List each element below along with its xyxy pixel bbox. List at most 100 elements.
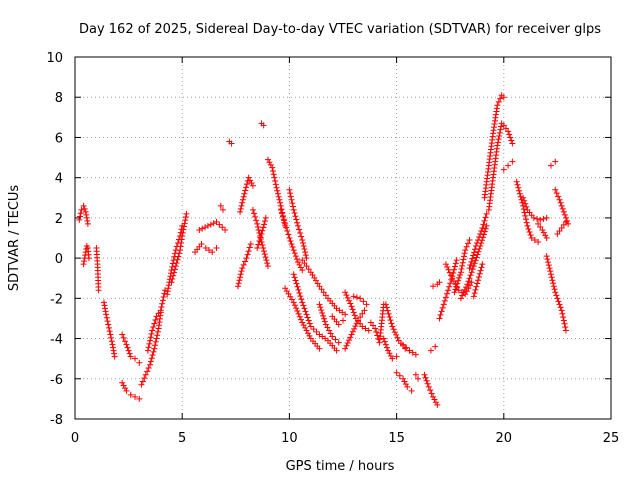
x-tick-label: 0 bbox=[71, 431, 79, 446]
data-point bbox=[147, 337, 154, 344]
data-point bbox=[438, 308, 445, 315]
data-point bbox=[443, 290, 450, 297]
data-point bbox=[274, 190, 281, 197]
data-point bbox=[542, 232, 549, 239]
data-point bbox=[285, 231, 292, 238]
data-point bbox=[264, 260, 271, 267]
data-point bbox=[151, 320, 158, 327]
data-point bbox=[431, 396, 438, 403]
data-point bbox=[470, 263, 477, 270]
data-point bbox=[300, 322, 307, 329]
data-point bbox=[272, 181, 279, 188]
data-point bbox=[120, 382, 127, 389]
data-point bbox=[509, 140, 516, 147]
data-point bbox=[213, 218, 220, 225]
data-point bbox=[169, 260, 176, 267]
data-point bbox=[552, 289, 559, 296]
data-point bbox=[291, 210, 298, 217]
data-point bbox=[119, 331, 126, 338]
data-point bbox=[158, 304, 165, 311]
data-point bbox=[476, 270, 483, 277]
data-point bbox=[196, 226, 203, 233]
data-point bbox=[239, 199, 246, 206]
data-point bbox=[457, 269, 464, 276]
data-point bbox=[245, 248, 252, 255]
data-point bbox=[249, 182, 256, 189]
data-point bbox=[561, 320, 568, 327]
data-point bbox=[402, 381, 409, 388]
data-point bbox=[430, 393, 437, 400]
data-point bbox=[150, 348, 157, 355]
data-point bbox=[440, 301, 447, 308]
data-point bbox=[424, 380, 431, 387]
series-arc29 bbox=[342, 307, 368, 352]
series-arc54 bbox=[547, 158, 559, 169]
data-point bbox=[393, 331, 400, 338]
data-point bbox=[164, 288, 171, 295]
data-point bbox=[296, 226, 303, 233]
series-arc39 bbox=[430, 279, 443, 290]
data-point bbox=[362, 325, 369, 332]
data-point bbox=[396, 372, 403, 379]
data-point bbox=[482, 214, 489, 221]
data-point bbox=[514, 181, 521, 188]
y-tick-label: -8 bbox=[50, 413, 63, 428]
data-point bbox=[298, 296, 305, 303]
data-point bbox=[393, 369, 400, 376]
data-point bbox=[273, 184, 280, 191]
data-point bbox=[313, 328, 320, 335]
data-point bbox=[500, 166, 507, 173]
data-point bbox=[335, 339, 342, 346]
data-point bbox=[275, 193, 282, 200]
data-point bbox=[269, 164, 276, 171]
data-point bbox=[237, 208, 244, 215]
data-point bbox=[122, 385, 129, 392]
data-point bbox=[476, 233, 483, 240]
data-point bbox=[507, 134, 514, 141]
data-point bbox=[412, 371, 419, 378]
data-point bbox=[421, 371, 428, 378]
data-point bbox=[452, 286, 459, 293]
data-point bbox=[260, 224, 267, 231]
data-point bbox=[558, 307, 565, 314]
data-point bbox=[247, 241, 254, 248]
data-point bbox=[292, 277, 299, 284]
data-point bbox=[372, 325, 379, 332]
data-point bbox=[365, 327, 372, 334]
data-point bbox=[290, 299, 297, 306]
data-point bbox=[360, 298, 367, 305]
data-point bbox=[344, 294, 351, 301]
series-arc11 bbox=[192, 241, 220, 256]
data-point bbox=[183, 210, 190, 217]
data-point bbox=[326, 327, 333, 334]
data-point bbox=[552, 158, 559, 165]
data-point bbox=[241, 190, 248, 197]
data-point bbox=[547, 271, 554, 278]
data-point bbox=[428, 390, 435, 397]
data-point bbox=[470, 252, 477, 259]
data-point bbox=[148, 355, 155, 362]
data-point bbox=[444, 263, 451, 270]
data-point bbox=[207, 221, 214, 228]
data-point bbox=[213, 245, 220, 252]
data-point bbox=[300, 243, 307, 250]
data-point bbox=[462, 247, 469, 254]
data-point bbox=[432, 343, 439, 350]
data-point bbox=[451, 266, 458, 273]
data-point bbox=[295, 310, 302, 317]
data-point bbox=[469, 266, 476, 273]
data-point bbox=[332, 336, 339, 343]
data-point bbox=[459, 259, 466, 266]
data-point bbox=[436, 315, 443, 322]
data-point bbox=[108, 334, 115, 341]
data-point bbox=[219, 206, 226, 213]
data-point bbox=[242, 258, 249, 265]
data-point bbox=[147, 358, 154, 365]
data-point bbox=[483, 222, 490, 229]
series-arc14 bbox=[226, 138, 235, 147]
data-point bbox=[513, 178, 520, 185]
series-arc7 bbox=[138, 309, 164, 388]
data-point bbox=[496, 129, 503, 136]
data-point bbox=[467, 272, 474, 279]
data-point bbox=[524, 222, 531, 229]
